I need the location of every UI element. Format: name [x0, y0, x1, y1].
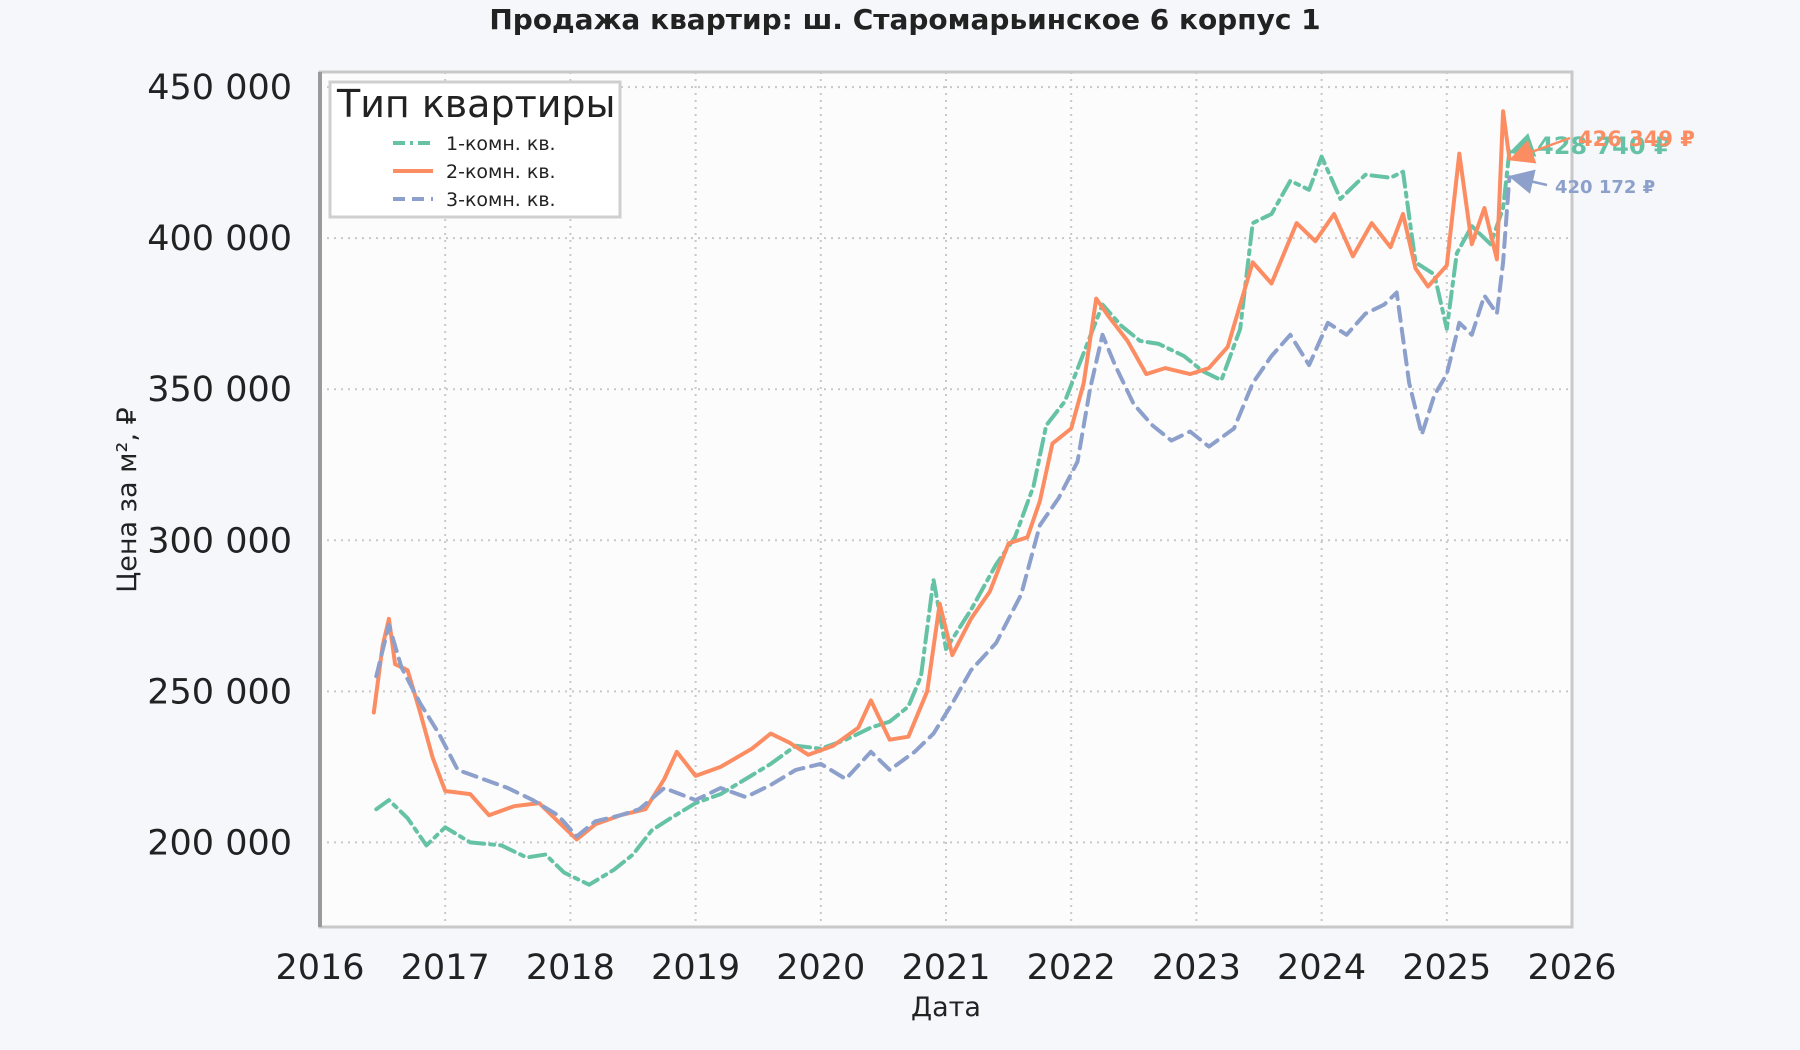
y-tick-label: 450 000 — [147, 68, 292, 108]
y-tick-label: 350 000 — [147, 370, 292, 410]
y-tick-label: 300 000 — [147, 521, 292, 561]
x-axis-ticks: 2016 2017 2018 2019 2020 2021 2022 2023 2024 2025… — [275, 948, 1616, 988]
x-tick-label: 2021 — [901, 948, 990, 988]
x-tick-label: 2019 — [651, 948, 740, 988]
legend: Тип квартиры 1-комн. кв. 2-комн. кв. 3-к… — [328, 80, 622, 219]
x-tick-label: 2020 — [776, 948, 865, 988]
x-tick-label: 2016 — [275, 948, 364, 988]
end-annotations: 428 740 ₽426 349 ₽ 420 172 ₽ — [1508, 127, 1695, 198]
x-tick-label: 2026 — [1527, 948, 1616, 988]
y-axis-ticks: 200 000 250 000 300 000 350 000 400 000 450 0… — [147, 68, 292, 863]
legend-3-room-label: 3-комн. кв. — [446, 189, 556, 211]
legend-2-room-label: 2-комн. кв. — [446, 161, 556, 183]
y-tick-label: 200 000 — [147, 823, 292, 863]
y-axis-title: Цена за м², ₽ — [112, 407, 143, 592]
legend-1-room-label: 1-комн. кв. — [446, 133, 556, 155]
y-tick-label: 400 000 — [147, 219, 292, 259]
chart-title: Продажа квартир: ш. Старомарьинское 6 ко… — [489, 3, 1320, 36]
series-3-room-line — [374, 175, 1512, 839]
x-tick-label: 2018 — [526, 948, 615, 988]
legend-box — [328, 80, 622, 219]
end-label-3-room-arrow — [1508, 169, 1548, 194]
x-tick-label: 2024 — [1277, 948, 1366, 988]
legend-title: Тип квартиры — [336, 82, 616, 126]
end-label-1-room: 428 740 ₽ — [1537, 132, 1671, 160]
x-tick-label: 2022 — [1027, 948, 1116, 988]
x-tick-label: 2017 — [401, 948, 490, 988]
end-label-2-room-arrow — [1508, 136, 1571, 164]
end-label-2-room: 426 349 ₽ — [1578, 127, 1695, 151]
series-lines — [371, 109, 1512, 887]
end-label-3-room: 420 172 ₽ — [1555, 177, 1655, 198]
x-axis-title: Дата — [911, 992, 981, 1023]
x-tick-label: 2023 — [1152, 948, 1241, 988]
y-tick-label: 250 000 — [147, 672, 292, 712]
x-tick-label: 2025 — [1402, 948, 1491, 988]
